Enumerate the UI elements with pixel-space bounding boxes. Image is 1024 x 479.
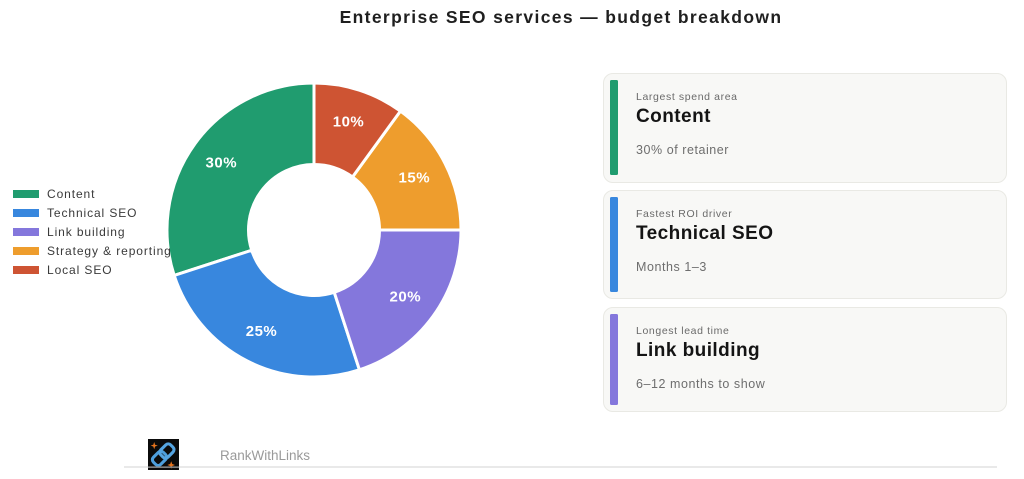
svg-text:15%: 15% [399, 170, 431, 187]
svg-text:10%: 10% [333, 113, 365, 130]
svg-text:25%: 25% [246, 323, 278, 340]
svg-text:20%: 20% [390, 289, 422, 306]
svg-text:30%: 30% [206, 154, 238, 171]
